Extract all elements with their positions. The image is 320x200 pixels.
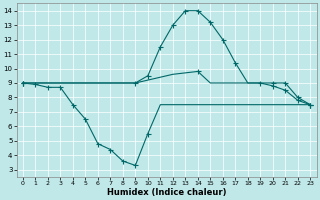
- X-axis label: Humidex (Indice chaleur): Humidex (Indice chaleur): [107, 188, 226, 197]
